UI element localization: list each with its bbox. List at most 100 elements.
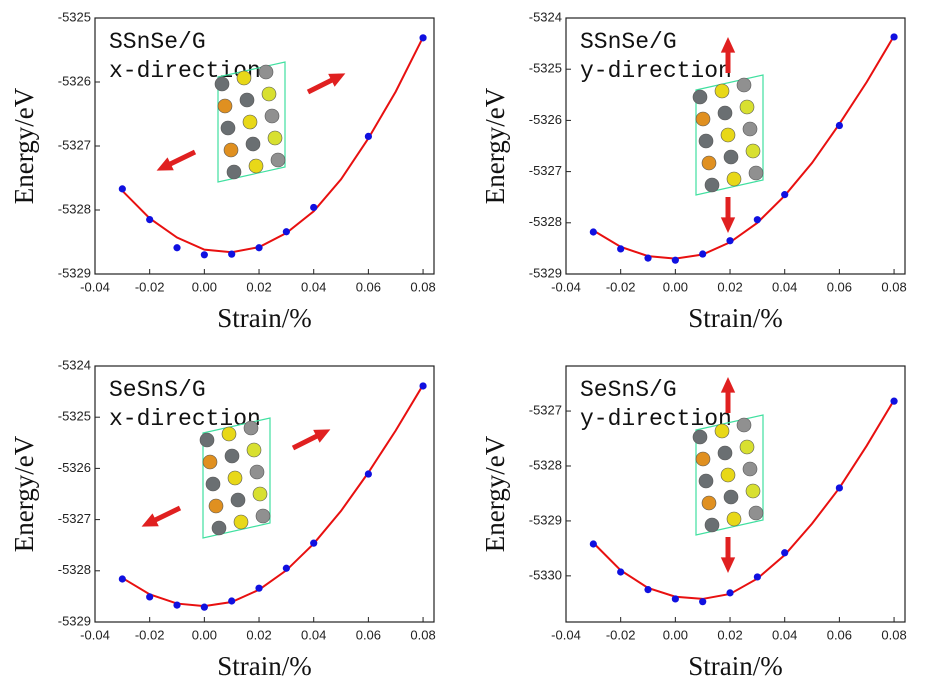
y-tick-label: -5328 — [58, 201, 91, 216]
y-tick-label: -5325 — [58, 409, 91, 424]
atom — [740, 440, 754, 454]
atom — [262, 87, 276, 101]
atom — [727, 172, 741, 186]
x-axis-label: Strain/% — [217, 651, 312, 681]
atom — [243, 115, 257, 129]
y-tick-label: -5328 — [529, 214, 562, 229]
data-point — [726, 589, 733, 596]
atom — [247, 443, 261, 457]
data-point — [173, 602, 180, 609]
atom — [724, 150, 738, 164]
data-point — [754, 573, 761, 580]
y-tick-label: -5326 — [58, 460, 91, 475]
x-tick-label: 0.06 — [827, 279, 852, 294]
y-tick-label: -5327 — [529, 402, 562, 417]
atom — [253, 487, 267, 501]
panel-annotation: SSnSe/G — [109, 29, 206, 55]
atom — [265, 109, 279, 123]
y-tick-label: -5326 — [58, 73, 91, 88]
atom — [244, 421, 258, 435]
atom — [699, 474, 713, 488]
x-tick-label: -0.04 — [551, 279, 581, 294]
atom — [271, 153, 285, 167]
atom — [268, 131, 282, 145]
atom — [240, 93, 254, 107]
atom — [693, 430, 707, 444]
atom — [225, 449, 239, 463]
panel-annotation: y-direction — [580, 406, 732, 432]
x-tick-label: 0.02 — [246, 627, 271, 642]
data-point — [228, 597, 235, 604]
panel-annotation: x-direction — [109, 406, 261, 432]
x-tick-label: 0.08 — [881, 279, 906, 294]
y-axis-label: Energy/eV — [480, 87, 510, 204]
plot-frame — [95, 18, 434, 274]
y-axis-label: Energy/eV — [9, 435, 39, 552]
data-point — [255, 244, 262, 251]
x-tick-label: -0.02 — [606, 279, 636, 294]
x-tick-label: -0.02 — [135, 627, 165, 642]
x-tick-label: 0.08 — [410, 627, 435, 642]
y-tick-label: -5327 — [58, 137, 91, 152]
atom — [234, 515, 248, 529]
x-tick-label: -0.02 — [606, 627, 636, 642]
atom — [200, 433, 214, 447]
data-point — [754, 216, 761, 223]
x-tick-label: -0.04 — [80, 279, 110, 294]
data-point — [699, 250, 706, 257]
x-tick-label: 0.06 — [356, 279, 381, 294]
atom — [724, 490, 738, 504]
x-axis-label: Strain/% — [688, 651, 783, 681]
x-tick-label: 0.06 — [827, 627, 852, 642]
atom — [228, 471, 242, 485]
atom — [746, 144, 760, 158]
x-tick-label: 0.06 — [356, 627, 381, 642]
atom — [705, 178, 719, 192]
x-tick-label: -0.04 — [551, 627, 581, 642]
data-point — [255, 585, 262, 592]
data-point — [726, 237, 733, 244]
atom — [715, 424, 729, 438]
x-tick-label: 0.00 — [192, 279, 217, 294]
data-point — [890, 398, 897, 405]
panel-annotation: SSnSe/G — [580, 29, 677, 55]
atom — [206, 477, 220, 491]
atom — [715, 84, 729, 98]
atom — [212, 521, 226, 535]
atom — [256, 509, 270, 523]
atom — [727, 512, 741, 526]
atom — [746, 484, 760, 498]
x-tick-label: 0.00 — [663, 279, 688, 294]
atom — [259, 65, 273, 79]
y-tick-label: -5329 — [529, 265, 562, 280]
atom — [743, 122, 757, 136]
data-point — [590, 540, 597, 547]
y-tick-label: -5327 — [58, 511, 91, 526]
atom — [740, 100, 754, 114]
data-point — [836, 122, 843, 129]
atom — [221, 121, 235, 135]
y-axis-label: Energy/eV — [480, 435, 510, 552]
data-point — [201, 604, 208, 611]
y-axis-label: Energy/eV — [9, 87, 39, 204]
data-point — [836, 484, 843, 491]
x-tick-label: 0.08 — [881, 627, 906, 642]
strain-arrow-head — [721, 37, 735, 53]
figure: -0.04-0.020.000.020.040.060.08-5329-5328… — [0, 0, 925, 681]
atom — [218, 99, 232, 113]
data-point — [365, 133, 372, 140]
y-tick-label: -5329 — [58, 265, 91, 280]
x-tick-label: 0.02 — [717, 279, 742, 294]
data-point — [119, 185, 126, 192]
atom — [222, 427, 236, 441]
data-point — [310, 540, 317, 547]
data-point — [283, 565, 290, 572]
x-tick-label: 0.00 — [192, 627, 217, 642]
y-tick-label: -5325 — [58, 9, 91, 24]
data-point — [283, 228, 290, 235]
atom — [215, 77, 229, 91]
panel-annotation: SeSnS/G — [109, 377, 206, 403]
x-axis-label: Strain/% — [217, 303, 312, 333]
atom — [702, 156, 716, 170]
data-point — [146, 216, 153, 223]
